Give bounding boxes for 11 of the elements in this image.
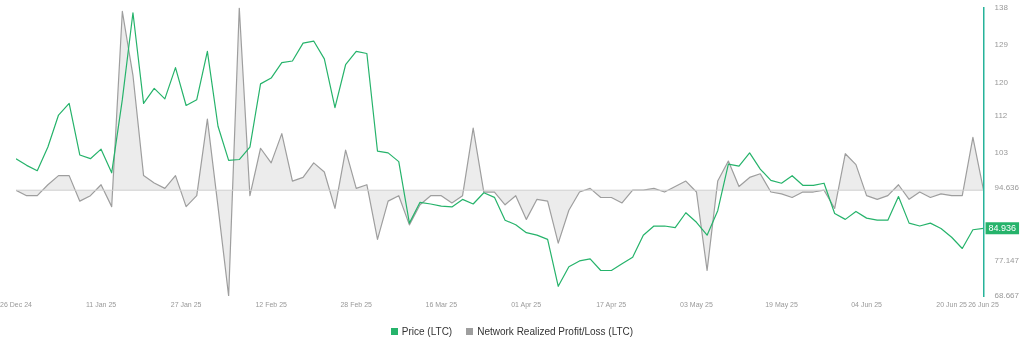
y-tick-label: 94.636 [994,183,1020,193]
y-tick-label: 77.147 [994,255,1020,265]
y-tick-label: 68.667 [994,291,1020,301]
y-tick-label: 129 [994,40,1009,50]
legend-label: Price (LTC) [401,326,453,337]
y-tick-label: 103 [994,148,1009,158]
annotation: 84.936 [988,222,1017,233]
y-tick-label: 120 [994,77,1009,87]
legend-label: Network Realized Profit/Loss (LTC) [477,326,634,337]
y-tick-label: 112 [994,111,1008,121]
y-tick-label: 138 [994,3,1009,12]
